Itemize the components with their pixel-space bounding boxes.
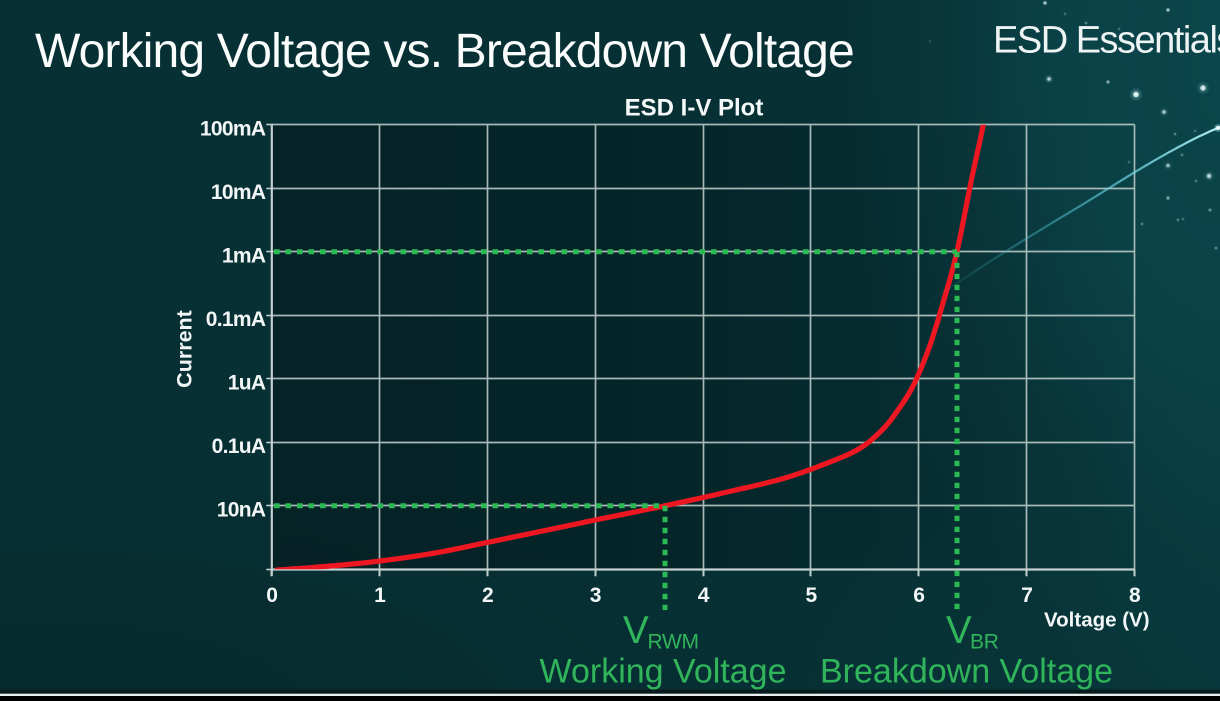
svg-text:2: 2 [482, 584, 493, 607]
svg-text:5: 5 [806, 584, 818, 607]
svg-text:100mA: 100mA [200, 117, 266, 140]
svg-text:BR: BR [970, 631, 999, 654]
svg-text:ESD I-V Plot: ESD I-V Plot [625, 95, 764, 122]
svg-text:4: 4 [698, 584, 710, 607]
svg-text:Current: Current [173, 310, 197, 388]
svg-text:Working Voltage: Working Voltage [540, 652, 787, 690]
svg-text:0: 0 [266, 584, 277, 607]
svg-text:6: 6 [913, 584, 924, 607]
svg-text:8: 8 [1129, 584, 1141, 607]
svg-text:10nA: 10nA [217, 498, 266, 521]
svg-text:1: 1 [374, 584, 386, 607]
svg-text:Breakdown Voltage: Breakdown Voltage [820, 652, 1113, 690]
svg-text:0.1mA: 0.1mA [206, 308, 266, 331]
svg-text:Working Voltage vs. Breakdown: Working Voltage vs. Breakdown Voltage [35, 25, 854, 78]
svg-text:RWM: RWM [648, 631, 699, 654]
svg-text:V: V [623, 609, 649, 652]
svg-text:ESD Essentials: ESD Essentials [993, 19, 1220, 61]
svg-text:0.1uA: 0.1uA [212, 435, 266, 458]
svg-text:10mA: 10mA [211, 181, 266, 204]
svg-text:1mA: 1mA [222, 244, 266, 267]
svg-text:Voltage (V): Voltage (V) [1044, 609, 1150, 632]
svg-text:3: 3 [590, 584, 601, 607]
svg-text:V: V [946, 609, 972, 652]
svg-text:1uA: 1uA [228, 371, 266, 394]
svg-text:7: 7 [1021, 584, 1032, 607]
